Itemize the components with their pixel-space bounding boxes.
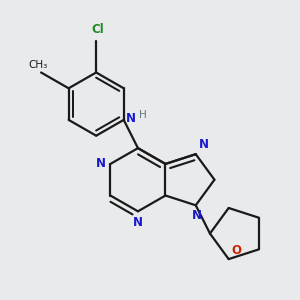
Text: N: N xyxy=(192,209,202,222)
Text: CH₃: CH₃ xyxy=(28,60,48,70)
Text: O: O xyxy=(232,244,242,257)
Text: H: H xyxy=(139,110,147,119)
Text: Cl: Cl xyxy=(91,23,104,36)
Text: N: N xyxy=(199,138,209,151)
Text: N: N xyxy=(96,158,106,170)
Text: N: N xyxy=(133,216,143,229)
Text: N: N xyxy=(126,112,136,125)
